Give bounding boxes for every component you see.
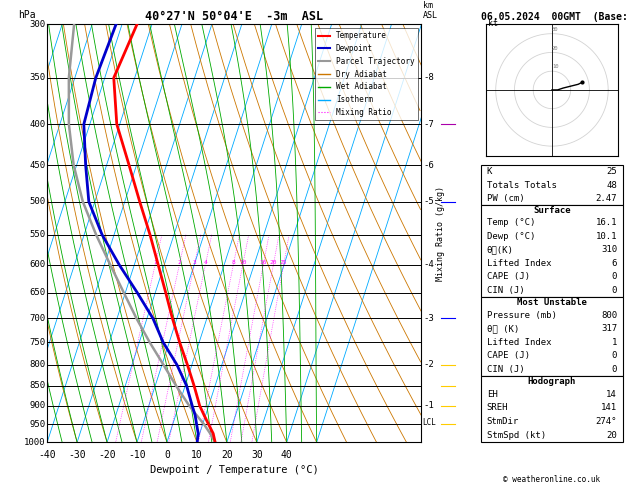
Legend: Temperature, Dewpoint, Parcel Trajectory, Dry Adiabat, Wet Adiabat, Isotherm, Mi: Temperature, Dewpoint, Parcel Trajectory… <box>315 28 418 120</box>
Text: hPa: hPa <box>18 10 35 20</box>
Text: kt: kt <box>488 19 498 28</box>
Text: 850: 850 <box>29 382 45 390</box>
Text: CIN (J): CIN (J) <box>487 286 525 295</box>
Text: © weatheronline.co.uk: © weatheronline.co.uk <box>503 474 601 484</box>
Text: 310: 310 <box>601 245 617 254</box>
Text: -10: -10 <box>128 450 146 460</box>
Text: 48: 48 <box>606 180 617 190</box>
Text: CAPE (J): CAPE (J) <box>487 272 530 281</box>
Text: 650: 650 <box>29 288 45 297</box>
Text: LCL: LCL <box>422 418 436 427</box>
Text: 25: 25 <box>280 260 287 265</box>
Text: 500: 500 <box>29 197 45 206</box>
Text: 3: 3 <box>192 260 196 265</box>
Text: 06.05.2024  00GMT  (Base: 18): 06.05.2024 00GMT (Base: 18) <box>481 12 629 22</box>
Text: 350: 350 <box>29 73 45 82</box>
Text: 1000: 1000 <box>24 438 45 447</box>
Text: 750: 750 <box>29 338 45 347</box>
Text: 10: 10 <box>552 64 559 69</box>
Text: -8: -8 <box>423 73 434 82</box>
Text: Hodograph: Hodograph <box>528 377 576 386</box>
Text: Lifted Index: Lifted Index <box>487 338 552 347</box>
Text: 800: 800 <box>601 311 617 319</box>
Text: 20: 20 <box>552 46 559 51</box>
Text: Most Unstable: Most Unstable <box>517 298 587 307</box>
Text: 900: 900 <box>29 401 45 410</box>
Text: 14: 14 <box>606 390 617 399</box>
Text: -6: -6 <box>423 160 434 170</box>
Text: Mixing Ratio (g/kg): Mixing Ratio (g/kg) <box>437 186 445 281</box>
Text: θᴄ(K): θᴄ(K) <box>487 245 514 254</box>
Text: -4: -4 <box>423 260 434 269</box>
Text: -2: -2 <box>423 360 434 369</box>
Text: 20: 20 <box>221 450 233 460</box>
Text: -1: -1 <box>423 401 434 410</box>
Text: 400: 400 <box>29 120 45 129</box>
Text: 4: 4 <box>203 260 207 265</box>
Text: 2: 2 <box>177 260 181 265</box>
Text: CIN (J): CIN (J) <box>487 365 525 374</box>
Text: 10: 10 <box>191 450 203 460</box>
Text: km
ASL: km ASL <box>423 0 438 20</box>
Text: 25: 25 <box>606 167 617 176</box>
Text: PW (cm): PW (cm) <box>487 194 525 203</box>
Text: 20: 20 <box>270 260 277 265</box>
Text: 6: 6 <box>611 259 617 268</box>
Text: 950: 950 <box>29 420 45 429</box>
Text: -40: -40 <box>38 450 56 460</box>
Bar <box>481 205 623 297</box>
Text: 10.1: 10.1 <box>596 232 617 241</box>
Text: 300: 300 <box>29 20 45 29</box>
Bar <box>481 376 623 442</box>
Text: 450: 450 <box>29 160 45 170</box>
Text: -20: -20 <box>98 450 116 460</box>
Title: 40°27'N 50°04'E  -3m  ASL: 40°27'N 50°04'E -3m ASL <box>145 10 323 23</box>
Text: 700: 700 <box>29 314 45 323</box>
Text: K: K <box>487 167 493 176</box>
Text: 0: 0 <box>611 365 617 374</box>
Text: Dewp (°C): Dewp (°C) <box>487 232 535 241</box>
Text: StmDir: StmDir <box>487 417 519 426</box>
Text: θᴄ (K): θᴄ (K) <box>487 324 519 333</box>
Text: 10: 10 <box>239 260 247 265</box>
Text: Dewpoint / Temperature (°C): Dewpoint / Temperature (°C) <box>150 465 319 475</box>
Text: SREH: SREH <box>487 403 508 413</box>
Text: 2.47: 2.47 <box>596 194 617 203</box>
Text: 8: 8 <box>231 260 235 265</box>
Bar <box>481 165 623 205</box>
Text: -3: -3 <box>423 314 434 323</box>
Text: -7: -7 <box>423 120 434 129</box>
Text: 1: 1 <box>611 338 617 347</box>
Text: -5: -5 <box>423 197 434 206</box>
Text: EH: EH <box>487 390 498 399</box>
Text: 30: 30 <box>552 27 559 32</box>
Text: 600: 600 <box>29 260 45 269</box>
Text: 141: 141 <box>601 403 617 413</box>
Text: StmSpd (kt): StmSpd (kt) <box>487 431 546 440</box>
Text: 0: 0 <box>611 272 617 281</box>
Text: 30: 30 <box>251 450 263 460</box>
Text: Surface: Surface <box>533 206 571 215</box>
Text: 16: 16 <box>260 260 267 265</box>
Text: 16.1: 16.1 <box>596 218 617 227</box>
Text: 274°: 274° <box>596 417 617 426</box>
Text: CAPE (J): CAPE (J) <box>487 351 530 361</box>
Text: 317: 317 <box>601 324 617 333</box>
Text: -30: -30 <box>69 450 86 460</box>
Text: 0: 0 <box>611 351 617 361</box>
Text: Pressure (mb): Pressure (mb) <box>487 311 557 319</box>
Text: 1: 1 <box>153 260 157 265</box>
Text: 0: 0 <box>164 450 170 460</box>
Text: 0: 0 <box>611 286 617 295</box>
Text: Totals Totals: Totals Totals <box>487 180 557 190</box>
Text: 20: 20 <box>606 431 617 440</box>
Text: Temp (°C): Temp (°C) <box>487 218 535 227</box>
Text: 800: 800 <box>29 360 45 369</box>
Text: 40: 40 <box>281 450 292 460</box>
Text: 550: 550 <box>29 230 45 239</box>
Bar <box>481 297 623 376</box>
Text: Lifted Index: Lifted Index <box>487 259 552 268</box>
